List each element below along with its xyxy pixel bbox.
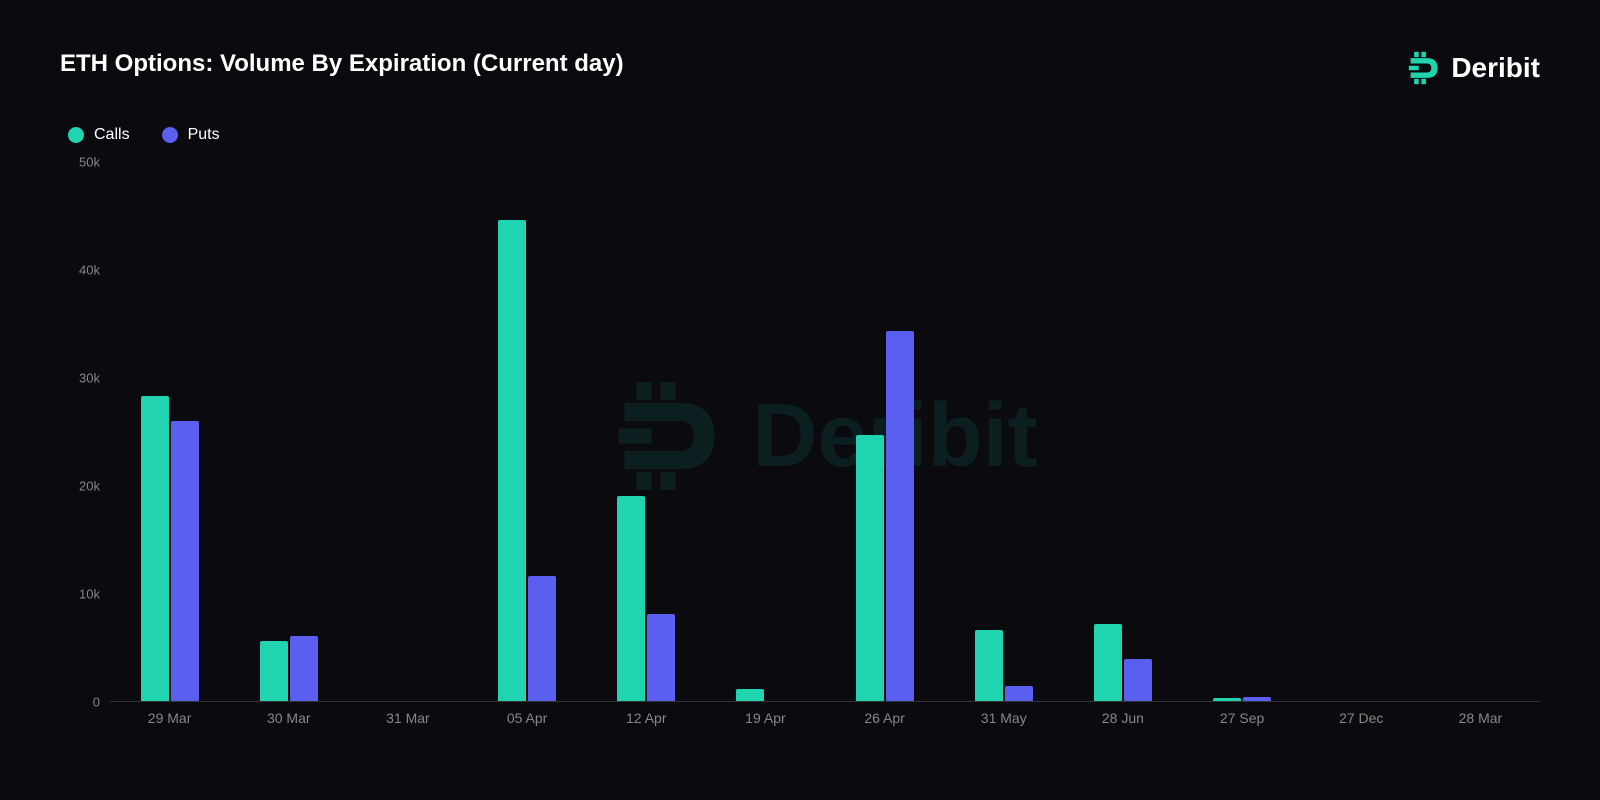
x-tick-label: 28 Mar (1459, 710, 1503, 726)
y-axis: 010k20k30k40k50k (60, 162, 110, 722)
bar-group (260, 636, 318, 701)
y-tick-label: 50k (79, 155, 100, 170)
plot-area (110, 162, 1540, 702)
bar-group (141, 396, 199, 701)
chart-area: Deribit 010k20k30k40k50k 29 Mar30 Mar31 … (110, 162, 1540, 722)
x-tick-label: 31 May (981, 710, 1027, 726)
bar-calls[interactable] (617, 496, 645, 701)
brand-name: Deribit (1451, 52, 1540, 84)
chart-title: ETH Options: Volume By Expiration (Curre… (60, 50, 624, 78)
bar-group (736, 689, 794, 701)
bar-puts[interactable] (1124, 659, 1152, 701)
bar-calls[interactable] (856, 435, 884, 701)
bar-group (975, 630, 1033, 701)
y-tick-label: 0 (93, 695, 100, 710)
bar-calls[interactable] (498, 220, 526, 701)
bar-puts[interactable] (528, 576, 556, 701)
x-tick-label: 30 Mar (267, 710, 311, 726)
chart-container: ETH Options: Volume By Expiration (Curre… (0, 0, 1600, 800)
bar-puts[interactable] (1243, 697, 1271, 701)
x-axis: 29 Mar 30 Mar 31 Mar 05 Apr 12 Apr 19 Apr 26 A… (110, 710, 1540, 730)
x-tick-label: 28 Jun (1102, 710, 1144, 726)
bar-calls[interactable] (975, 630, 1003, 701)
y-tick-label: 30k (79, 371, 100, 386)
legend-swatch-calls (68, 127, 84, 143)
bar-group (1094, 624, 1152, 701)
y-tick-label: 20k (79, 479, 100, 494)
legend-swatch-puts (162, 127, 178, 143)
x-tick-label: 26 Apr (864, 710, 904, 726)
y-tick-label: 10k (79, 587, 100, 602)
header: ETH Options: Volume By Expiration (Curre… (60, 50, 1540, 86)
x-tick-label: 19 Apr (745, 710, 785, 726)
x-tick-label: 12 Apr (626, 710, 666, 726)
x-tick-label: 31 Mar (386, 710, 430, 726)
bar-puts[interactable] (647, 614, 675, 701)
bar-calls[interactable] (1094, 624, 1122, 701)
x-tick-label: 27 Dec (1339, 710, 1383, 726)
bar-calls[interactable] (260, 641, 288, 701)
bar-group (856, 331, 914, 701)
legend: Calls Puts (68, 126, 1540, 144)
bar-puts[interactable] (171, 421, 199, 701)
bar-puts[interactable] (886, 331, 914, 701)
bar-puts[interactable] (290, 636, 318, 701)
bar-calls[interactable] (1213, 698, 1241, 701)
legend-item-calls[interactable]: Calls (68, 126, 130, 144)
x-tick-label: 29 Mar (148, 710, 192, 726)
x-tick-label: 27 Sep (1220, 710, 1264, 726)
bar-group (1213, 697, 1271, 701)
legend-item-puts[interactable]: Puts (162, 126, 220, 144)
bar-group (617, 496, 675, 701)
bar-calls[interactable] (736, 689, 764, 701)
bar-group (498, 220, 556, 701)
bar-calls[interactable] (141, 396, 169, 701)
bar-puts[interactable] (1005, 686, 1033, 701)
y-tick-label: 40k (79, 263, 100, 278)
deribit-icon (1407, 50, 1443, 86)
legend-label-puts: Puts (188, 126, 220, 144)
x-tick-label: 05 Apr (507, 710, 547, 726)
legend-label-calls: Calls (94, 126, 130, 144)
brand-logo: Deribit (1407, 50, 1540, 86)
